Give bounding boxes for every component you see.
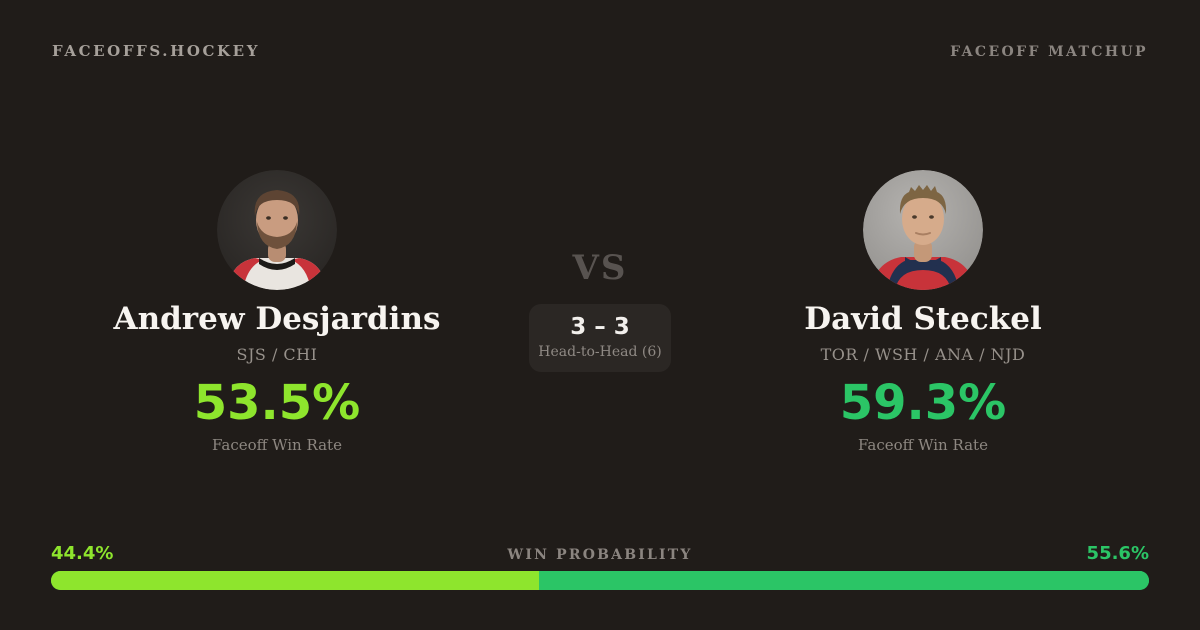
player-teams-right: TOR / WSH / ANA / NJD [820, 345, 1026, 364]
avatar-right [863, 170, 983, 290]
player-card-left: Andrew Desjardins SJS / CHI 53.5% Faceof… [77, 170, 477, 454]
win-probability-bar-left-segment [51, 571, 539, 590]
faceoff-win-rate-right: 59.3% [839, 375, 1007, 431]
win-probability-bar-right-segment [538, 571, 1149, 590]
win-probability-right: 55.6% [1086, 543, 1149, 564]
player-teams-left: SJS / CHI [236, 345, 318, 364]
faceoff-win-rate-left: 53.5% [193, 375, 361, 431]
header: FACEOFFS.HOCKEY FACEOFF MATCHUP [52, 42, 1148, 60]
win-probability-left: 44.4% [51, 543, 114, 564]
vs-label: VS [572, 248, 628, 288]
win-probability-bar [51, 571, 1149, 590]
win-probability-labels: 44.4% WIN PROBABILITY 55.6% [51, 543, 1149, 564]
head-to-head-label: Head-to-Head (6) [538, 344, 662, 361]
player-headshot-left-image [217, 170, 337, 290]
player-card-right: David Steckel TOR / WSH / ANA / NJD 59.3… [723, 170, 1123, 454]
page-title: FACEOFF MATCHUP [950, 44, 1148, 60]
faceoff-win-rate-label-left: Faceoff Win Rate [212, 436, 342, 454]
head-to-head-score: 3 – 3 [570, 314, 630, 340]
win-probability-title: WIN PROBABILITY [507, 547, 693, 563]
player-headshot-right-image [863, 170, 983, 290]
head-to-head-box: 3 – 3 Head-to-Head (6) [529, 304, 671, 373]
player-name-left: Andrew Desjardins [113, 301, 441, 337]
faceoff-win-rate-label-right: Faceoff Win Rate [858, 436, 988, 454]
brand-logo: FACEOFFS.HOCKEY [52, 42, 261, 60]
player-name-right: David Steckel [804, 301, 1042, 337]
matchup-center: VS 3 – 3 Head-to-Head (6) [450, 248, 750, 373]
avatar-left [217, 170, 337, 290]
